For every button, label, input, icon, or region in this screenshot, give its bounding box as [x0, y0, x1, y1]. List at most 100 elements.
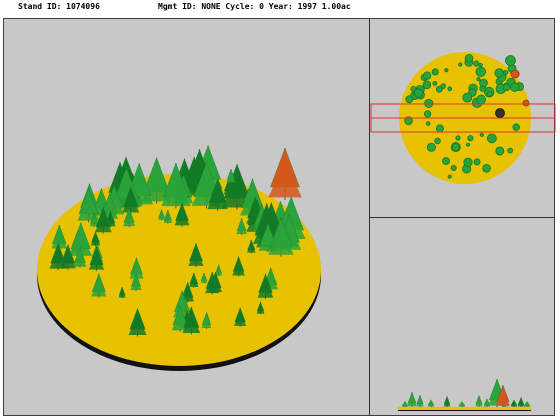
conifer-tree [523, 401, 531, 407]
plan-tree-crown [494, 68, 504, 78]
plan-tree-crown [466, 142, 471, 147]
conifer-tree [174, 202, 190, 227]
conifer-tree [201, 313, 212, 329]
plan-tree-crown [486, 91, 493, 97]
conifer-tree [91, 273, 107, 298]
conifer-tree [247, 239, 256, 254]
plan-tree-crown [431, 68, 439, 76]
conifer-tree [188, 242, 204, 268]
conifer-tree [226, 168, 236, 183]
plan-tree-crown [442, 157, 450, 165]
conifer-tree [181, 281, 195, 303]
plan-dead-tree [510, 69, 520, 79]
plan-tree-crown [432, 80, 438, 86]
plan-tree-crown [463, 157, 473, 167]
conifer-tree [257, 273, 274, 299]
plan-tree-crown [410, 85, 417, 92]
conifer-tree [427, 399, 435, 407]
plan-tree-crown [507, 147, 513, 154]
conifer-tree [443, 395, 451, 407]
plan-tree-crown [435, 85, 443, 93]
conifer-tree [236, 218, 247, 235]
plan-tree-crown [478, 62, 483, 68]
plan-tree-crown [482, 163, 491, 173]
conifer-tree [200, 272, 208, 284]
plan-tree-crown [424, 98, 434, 109]
plan-tree-crown [447, 86, 453, 92]
plan-trees [404, 54, 530, 179]
conifer-tree [49, 242, 67, 270]
plan-tree-crown [462, 92, 473, 103]
conifer-tree [222, 163, 252, 210]
conifer-tree [268, 217, 294, 257]
plan-tree-crown [425, 121, 431, 126]
conifer-tree [401, 401, 409, 407]
conifer-tree [475, 395, 483, 407]
plan-tree-crown [467, 135, 474, 142]
conifer-tree [232, 256, 245, 277]
stand-id-label: Stand ID: 1074096 [18, 2, 100, 11]
perspective-trees [49, 145, 306, 337]
plan-tree-crown [450, 164, 457, 172]
conifer-tree [89, 213, 99, 227]
plan-tree-crown [464, 54, 474, 63]
plan-dead-tree [522, 99, 530, 107]
plan-tree-crown [512, 123, 520, 131]
perspective-view[interactable] [37, 145, 321, 371]
plan-tree-crown [435, 124, 444, 133]
conifer-tree [90, 231, 101, 247]
plan-view[interactable] [370, 52, 556, 184]
plan-tree-crown [476, 77, 481, 82]
conifer-tree [118, 286, 126, 299]
header-bar: Stand ID: 1074096 Mgmt ID: NONE Cycle: 0… [0, 0, 560, 16]
plan-tree-crown [502, 83, 511, 92]
plan-tree-crown [422, 80, 432, 90]
plan-tree-crown [423, 110, 432, 118]
conifer-tree [458, 401, 466, 407]
plan-tree-crown [473, 60, 480, 67]
mgmt-info-label: Mgmt ID: NONE Cycle: 0 Year: 1997 1.00ac [158, 2, 351, 11]
profile-ground-edge [398, 410, 531, 411]
conifer-tree [123, 208, 136, 228]
plan-tree-crown [479, 78, 488, 88]
plan-tree-crown [444, 68, 449, 73]
plan-tree-crown [423, 71, 432, 80]
plan-tree-crown [476, 94, 486, 105]
conifer-tree [122, 186, 140, 214]
conifer-tree [407, 391, 417, 407]
profile-trees [401, 378, 531, 407]
plan-tree-crown [495, 146, 505, 156]
plan-tree-crown [447, 174, 452, 179]
plan-tree-crown [473, 158, 481, 166]
conifer-tree [51, 224, 68, 250]
plan-tree-crown [505, 55, 516, 66]
plan-tree-crown [475, 66, 486, 77]
conifer-tree [128, 308, 147, 337]
profile-view[interactable] [398, 378, 531, 411]
conifer-tree [416, 394, 424, 407]
plan-tree-crown [451, 143, 461, 152]
conifer-tree [158, 209, 165, 221]
conifer-tree [510, 399, 518, 407]
conifer-tree [256, 301, 265, 315]
conifer-tree [94, 206, 112, 234]
plan-tree-crown [455, 135, 461, 141]
conifer-tree [205, 271, 220, 295]
plan-tree-crown [404, 116, 413, 126]
conifer-tree [73, 247, 87, 268]
conifer-tree [214, 264, 223, 277]
profile-ground [398, 407, 531, 410]
plan-tree-crown [510, 82, 520, 92]
dead-tree [495, 384, 511, 407]
plan-tree-crown [434, 137, 441, 145]
horizontal-divider [369, 217, 555, 218]
plan-tree-crown [405, 95, 414, 104]
plan-tree-crown [486, 133, 497, 144]
conifer-tree [207, 178, 228, 211]
conifer-tree [233, 307, 247, 327]
dead-tree [268, 147, 302, 200]
conifer-tree [517, 397, 525, 407]
conifer-tree [163, 209, 173, 224]
plan-tree-crown [495, 108, 505, 118]
